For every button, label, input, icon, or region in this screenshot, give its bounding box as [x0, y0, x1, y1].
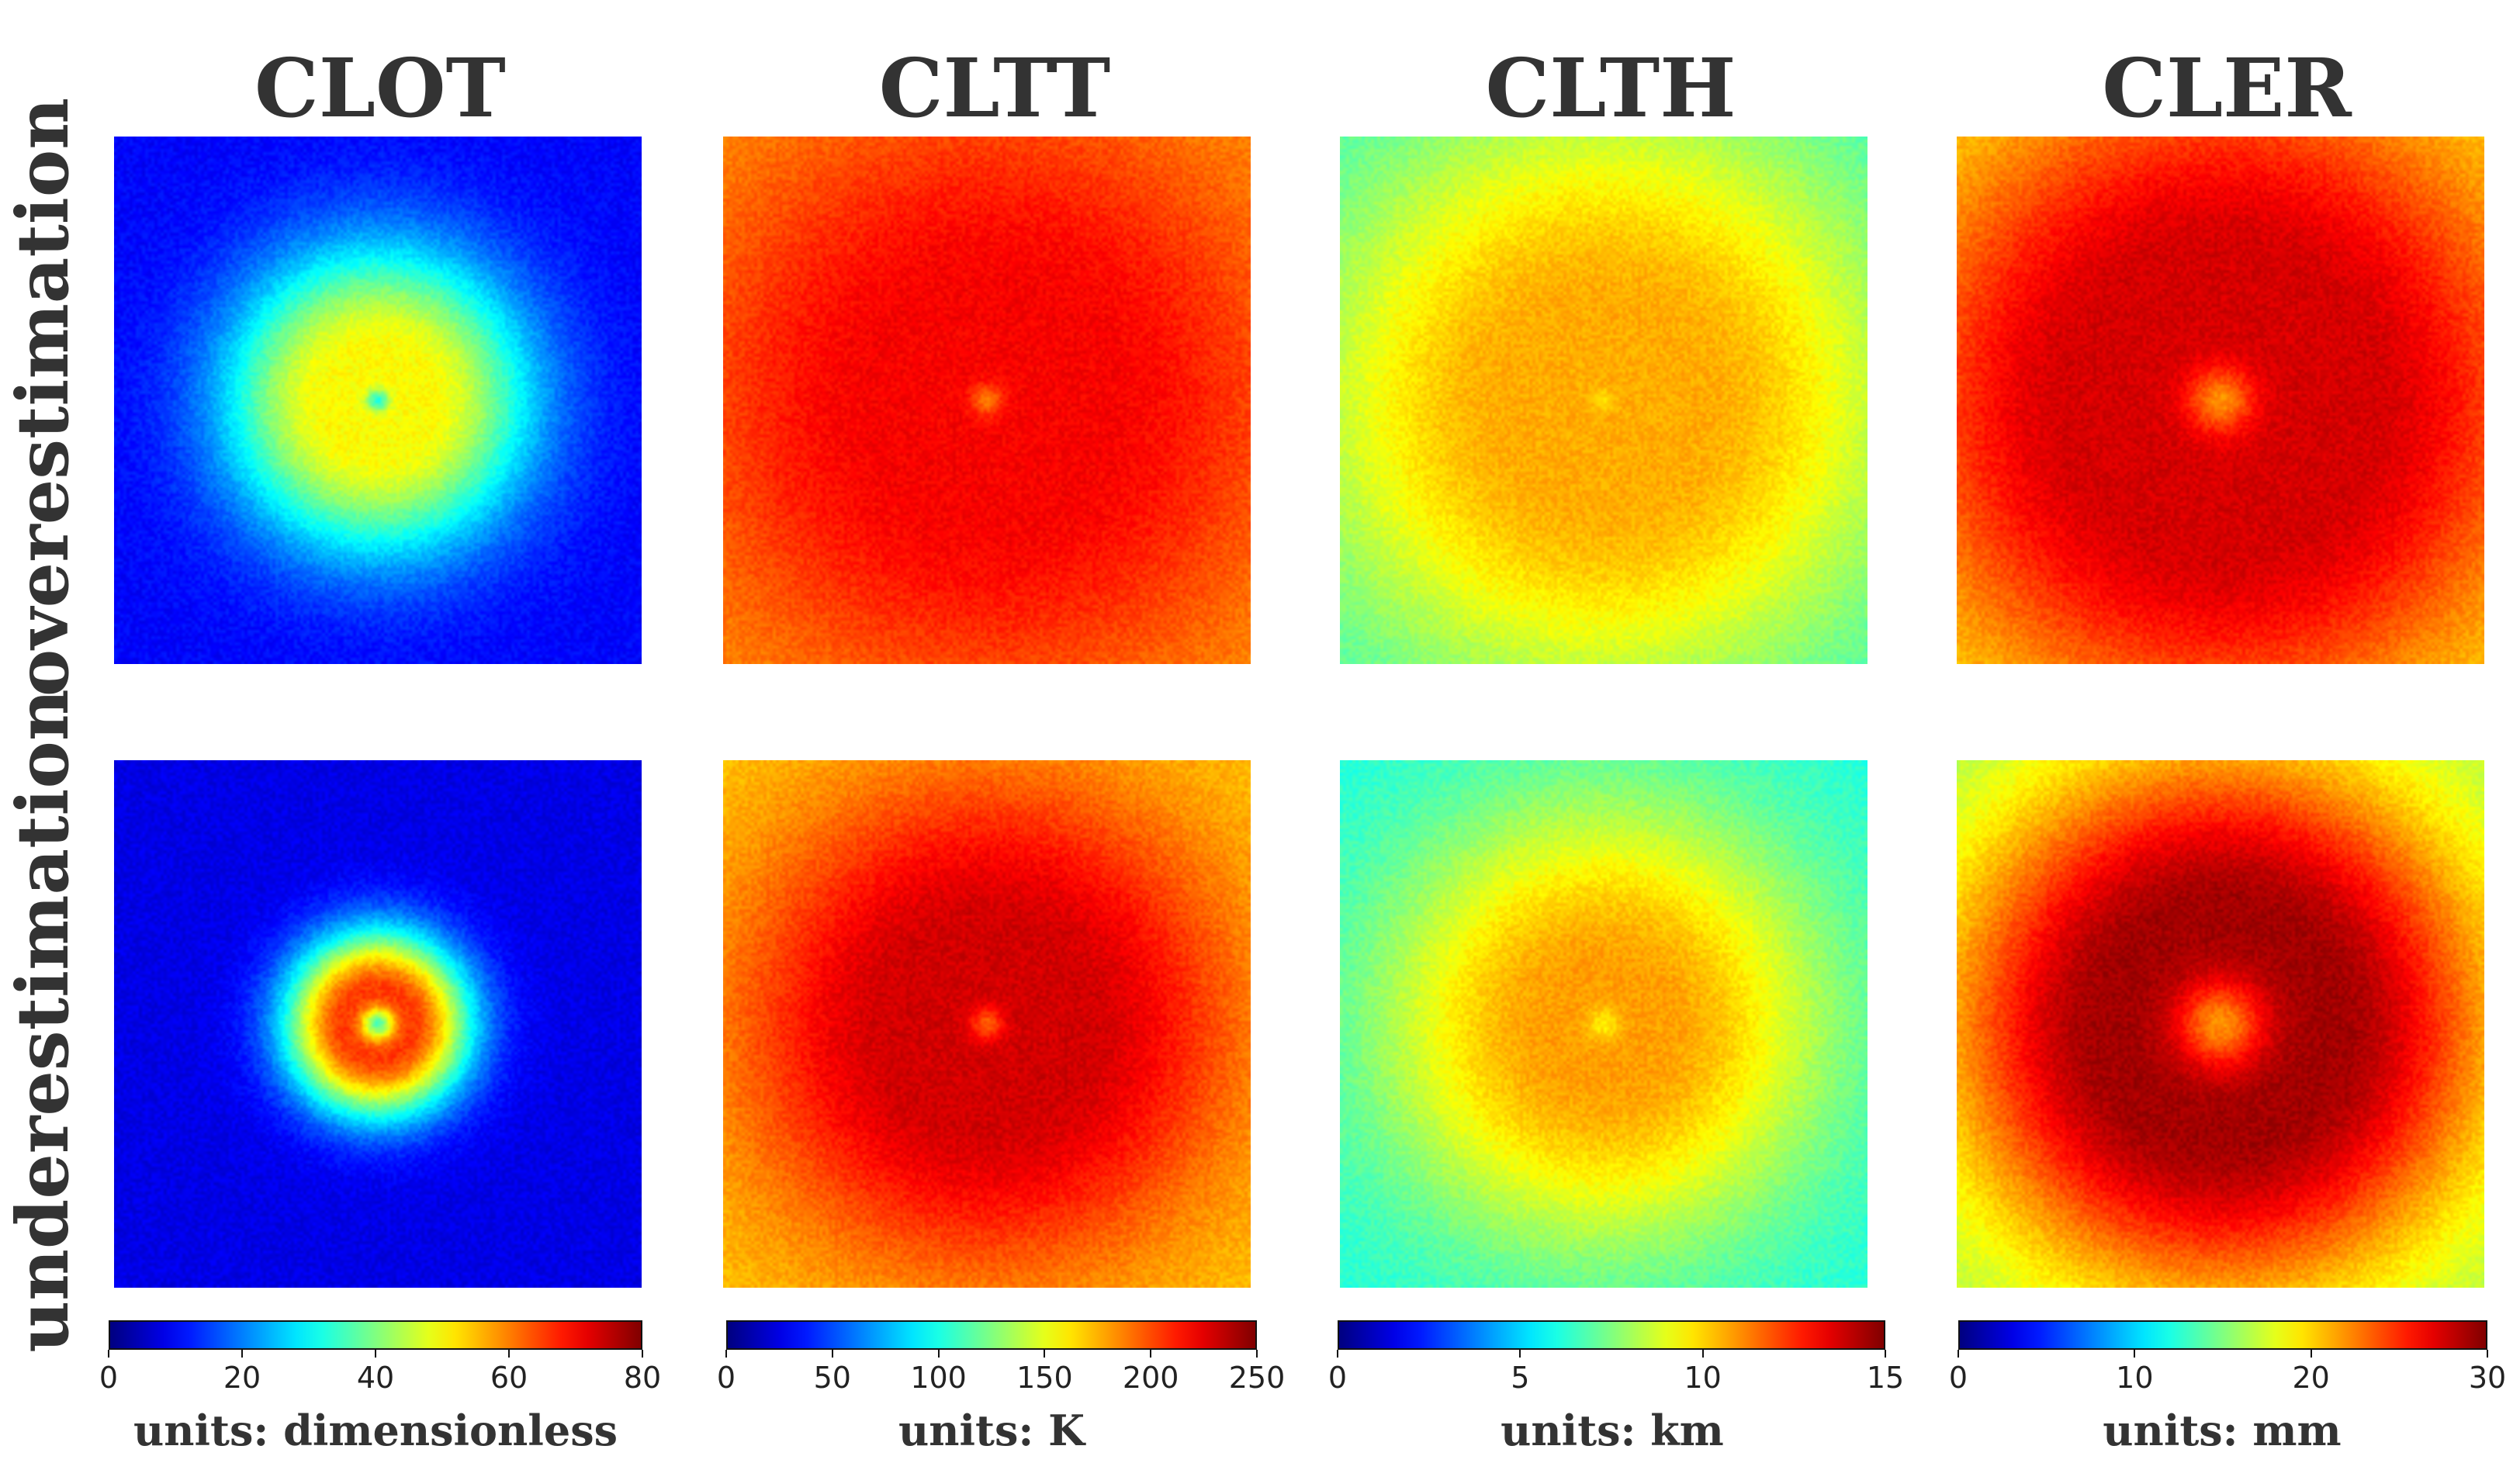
heatmap-clot-overestimation — [114, 137, 642, 664]
col-title-clot: CLOT — [254, 40, 506, 136]
colorbar-clot — [109, 1320, 642, 1350]
colorbar-tick-label: 0 — [716, 1361, 736, 1395]
colorbar-tick-label: 0 — [1328, 1361, 1348, 1395]
heatmap-clth-overestimation — [1340, 137, 1868, 664]
colorbar-tick — [2487, 1350, 2488, 1358]
colorbar-tick — [1958, 1350, 1959, 1358]
colorbar-tick — [1044, 1350, 1046, 1358]
col-title-cltt: CLTT — [878, 40, 1111, 136]
colorbar-tick — [375, 1350, 376, 1358]
colorbar-cltt — [726, 1320, 1257, 1350]
colorbar-tick-label: 250 — [1228, 1361, 1286, 1395]
heatmap-cltt-underestimation — [723, 760, 1251, 1288]
col-title-cler: CLER — [2102, 40, 2352, 136]
colorbar-tick-label: 0 — [1948, 1361, 1968, 1395]
colorbar-tick — [1519, 1350, 1521, 1358]
colorbar-tick — [1701, 1350, 1704, 1358]
colorbar-tick — [1337, 1350, 1338, 1358]
colorbar-tick-label: 5 — [1511, 1361, 1530, 1395]
colorbar-tick — [2310, 1350, 2312, 1358]
colorbar-tick-label: 20 — [2292, 1361, 2330, 1395]
colorbar-tick — [108, 1350, 109, 1358]
colorbar-tick-label: 80 — [623, 1361, 662, 1395]
heatmap-cler-overestimation — [1957, 137, 2484, 664]
colorbar-tick-label: 10 — [1684, 1361, 1722, 1395]
heatmap-clot-underestimation — [114, 760, 642, 1288]
colorbar-tick — [508, 1350, 510, 1358]
colorbar-cler — [1958, 1320, 2487, 1350]
heatmap-cltt-overestimation — [723, 137, 1251, 664]
units-cler: units: mm — [2103, 1406, 2342, 1455]
row-label-underestimation: underestimation — [1, 689, 85, 1353]
colorbar-tick — [241, 1350, 243, 1358]
colorbar-clth — [1338, 1320, 1885, 1350]
heatmap-clth-underestimation — [1340, 760, 1868, 1288]
colorbar-tick — [2134, 1350, 2136, 1358]
col-title-clth: CLTH — [1485, 40, 1736, 136]
colorbar-tick — [1885, 1350, 1886, 1358]
colorbar-tick-label: 20 — [223, 1361, 261, 1395]
heatmap-cler-underestimation — [1957, 760, 2484, 1288]
colorbar-tick-label: 0 — [99, 1361, 119, 1395]
colorbar-tick — [1256, 1350, 1258, 1358]
colorbar-tick — [937, 1350, 940, 1358]
units-cltt: units: K — [898, 1406, 1085, 1455]
colorbar-tick-label: 60 — [490, 1361, 528, 1395]
colorbar-tick-label: 10 — [2116, 1361, 2154, 1395]
colorbar-tick-label: 150 — [1016, 1361, 1073, 1395]
colorbar-tick-label: 30 — [2468, 1361, 2507, 1395]
colorbar-tick-label: 15 — [1866, 1361, 1905, 1395]
colorbar-tick-label: 50 — [813, 1361, 851, 1395]
colorbar-tick — [725, 1350, 727, 1358]
colorbar-tick-label: 40 — [356, 1361, 395, 1395]
row-label-overestimation: overestimation — [1, 97, 85, 697]
colorbar-tick-label: 200 — [1122, 1361, 1179, 1395]
units-clot: units: dimensionless — [133, 1406, 618, 1455]
colorbar-tick-label: 100 — [910, 1361, 967, 1395]
colorbar-tick — [831, 1350, 833, 1358]
colorbar-tick — [1150, 1350, 1152, 1358]
units-clth: units: km — [1501, 1406, 1724, 1455]
colorbar-tick — [642, 1350, 643, 1358]
